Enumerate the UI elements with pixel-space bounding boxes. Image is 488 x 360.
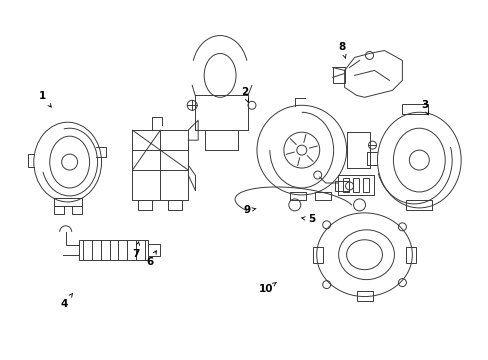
- Bar: [54, 206, 63, 214]
- Text: 9: 9: [243, 206, 256, 216]
- Bar: [352, 178, 358, 192]
- Bar: [406, 200, 431, 210]
- Bar: [314, 192, 330, 200]
- Text: 2: 2: [241, 87, 248, 103]
- Text: 1: 1: [39, 91, 51, 107]
- Bar: [138, 200, 152, 210]
- Text: 5: 5: [301, 215, 315, 224]
- Bar: [148, 244, 160, 256]
- Bar: [342, 178, 348, 192]
- Text: 3: 3: [420, 100, 428, 115]
- Text: 8: 8: [338, 42, 346, 58]
- Text: 7: 7: [132, 242, 140, 258]
- Bar: [334, 181, 348, 191]
- Bar: [406, 247, 415, 263]
- Bar: [337, 175, 373, 195]
- Bar: [402, 104, 427, 114]
- Text: 10: 10: [259, 282, 276, 294]
- Text: 4: 4: [61, 293, 72, 309]
- Bar: [79, 240, 148, 260]
- Bar: [72, 206, 81, 214]
- Bar: [356, 291, 372, 301]
- Text: 6: 6: [145, 251, 156, 267]
- Bar: [54, 198, 81, 206]
- Bar: [289, 192, 305, 200]
- Bar: [312, 247, 322, 263]
- Bar: [332, 67, 344, 84]
- Bar: [362, 178, 368, 192]
- Bar: [132, 130, 188, 200]
- Bar: [168, 200, 182, 210]
